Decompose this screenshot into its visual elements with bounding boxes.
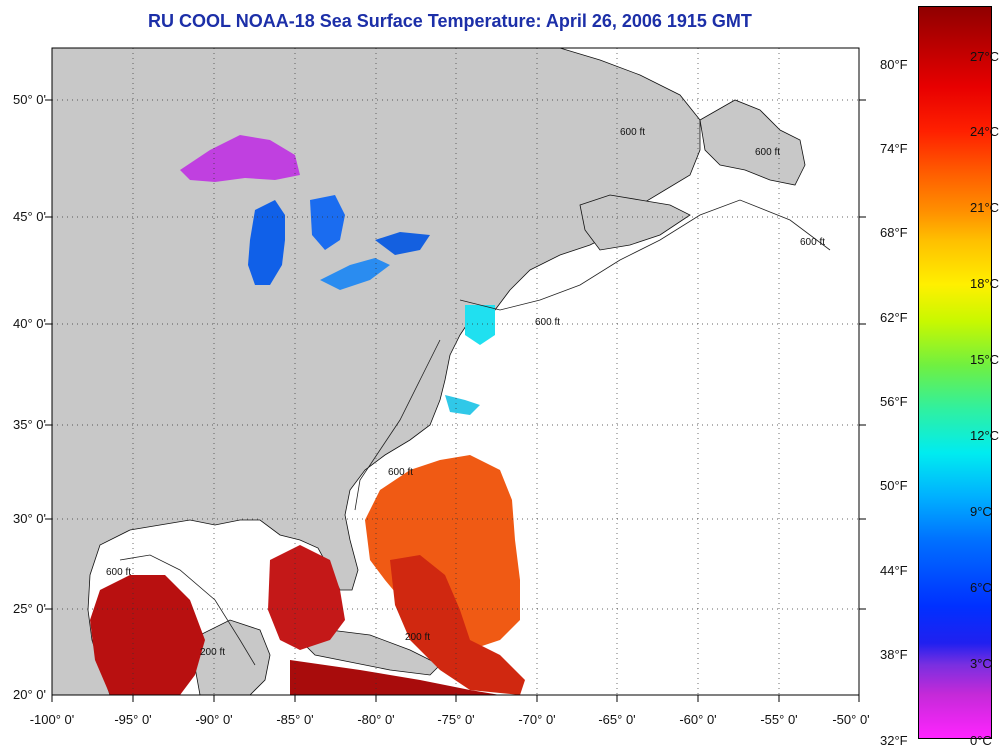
temperature-colorbar (918, 6, 992, 739)
lon-label: -75° 0' (437, 712, 475, 727)
lon-label: -90° 0' (195, 712, 233, 727)
colorbar-f-label: 38°F (880, 647, 908, 662)
contour-label: 600 ft (535, 317, 560, 328)
lon-label: -80° 0' (357, 712, 395, 727)
colorbar-c-label: 27°C (970, 49, 1000, 64)
colorbar-f-label: 56°F (880, 394, 908, 409)
colorbar-c-label: 3°C (970, 656, 992, 671)
lon-label: -100° 0' (29, 712, 75, 727)
colorbar-f-label: 32°F (880, 733, 908, 748)
lake-erie (320, 258, 390, 290)
lake-michigan (248, 200, 285, 285)
contour-label: 600 ft (388, 467, 413, 478)
contour-label: 600 ft (800, 237, 825, 248)
sst-outer-banks (445, 395, 480, 415)
lat-label: 30° 0' (13, 511, 46, 526)
lat-label: 25° 0' (13, 601, 46, 616)
lon-label: -85° 0' (276, 712, 314, 727)
sst-gulf-east (268, 545, 345, 650)
lat-label: 50° 0' (13, 92, 46, 107)
contour-label: 200 ft (200, 647, 225, 658)
colorbar-f-label: 50°F (880, 478, 908, 493)
lake-superior (180, 135, 300, 182)
land-nova-scotia (579, 194, 691, 251)
lake-ontario (375, 232, 430, 255)
colorbar-c-label: 18°C (970, 276, 1000, 291)
axis-ticks (45, 99, 866, 702)
lon-label: -55° 0' (760, 712, 798, 727)
lat-label: 45° 0' (13, 209, 46, 224)
colorbar-c-label: 9°C (970, 504, 992, 519)
lat-label: 20° 0' (13, 687, 46, 702)
sst-bahamas (390, 555, 525, 695)
colorbar-c-label: 21°C (970, 200, 1000, 215)
sst-mid-atlantic-bight (465, 305, 495, 345)
contour-label: 600 ft (755, 147, 780, 158)
map-title: RU COOL NOAA-18 Sea Surface Temperature:… (148, 11, 752, 31)
lon-label: -95° 0' (114, 712, 152, 727)
colorbar-f-label: 80°F (880, 57, 908, 72)
colorbar-f-label: 68°F (880, 225, 908, 240)
colorbar-c-label: 12°C (970, 428, 1000, 443)
sst-gulf-west (90, 575, 205, 695)
lon-label: -50° 0' (832, 712, 870, 727)
contour-label: 200 ft (405, 632, 430, 643)
colorbar-f-label: 62°F (880, 310, 908, 325)
lake-huron (310, 195, 345, 250)
colorbar-f-label: 44°F (880, 563, 908, 578)
lon-label: -60° 0' (679, 712, 717, 727)
lon-label: -65° 0' (598, 712, 636, 727)
lon-label: -70° 0' (518, 712, 556, 727)
colorbar-f-label: 74°F (880, 141, 908, 156)
depth-contours (119, 199, 831, 666)
land-north-america (51, 47, 701, 696)
contour-label: 600 ft (106, 567, 131, 578)
sst-caribbean (290, 660, 500, 695)
colorbar-c-label: 24°C (970, 124, 1000, 139)
colorbar-c-label: 15°C (970, 352, 1000, 367)
land-cuba (299, 629, 441, 676)
colorbar-c-label: 6°C (970, 580, 992, 595)
lat-label: 40° 0' (13, 316, 46, 331)
lat-label: 35° 0' (13, 417, 46, 432)
contour-label: 600 ft (620, 127, 645, 138)
colorbar-c-label: 0°C (970, 733, 992, 748)
